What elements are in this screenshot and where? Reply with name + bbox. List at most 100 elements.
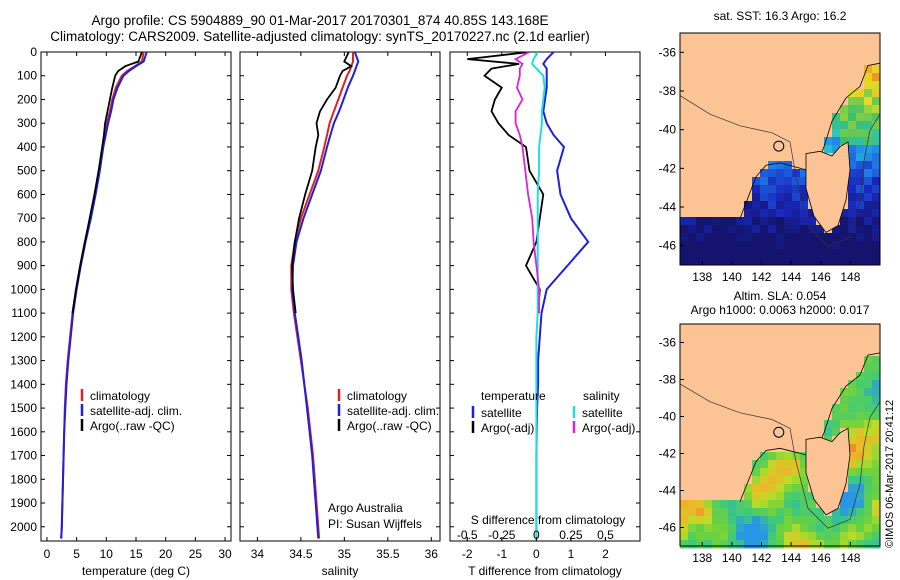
sea-cell: [840, 404, 849, 413]
land-cell: [784, 145, 793, 154]
land-cell: [792, 81, 801, 90]
sea-cell: [800, 452, 809, 461]
land-cell: [720, 65, 729, 74]
land-cell: [832, 57, 841, 66]
land-cell: [696, 388, 705, 397]
sea-cell: [760, 492, 769, 501]
land-cell: [816, 340, 825, 349]
land-cell: [784, 324, 793, 333]
land-cell: [816, 404, 825, 413]
land-cell: [736, 492, 745, 501]
land-cell: [704, 145, 713, 154]
land-cell: [744, 105, 753, 114]
depth-tick-label: 600: [17, 187, 37, 201]
land-cell: [680, 356, 689, 365]
land-cell: [696, 73, 705, 82]
land-cell: [728, 340, 737, 349]
x-tick-label: 34: [251, 547, 265, 561]
land-cell: [784, 332, 793, 341]
land-cell: [832, 81, 841, 90]
land-cell: [696, 332, 705, 341]
land-cell: [800, 380, 809, 389]
sea-cell: [872, 185, 881, 194]
sea-cell: [776, 257, 785, 266]
depth-tick-label: 0: [30, 45, 37, 59]
land-cell: [856, 57, 865, 66]
sea-cell: [864, 137, 873, 146]
sea-cell: [752, 540, 761, 549]
land-cell: [760, 161, 769, 170]
land-cell: [744, 428, 753, 437]
land-cell: [784, 73, 793, 82]
sea-cell: [864, 468, 873, 477]
land-cell: [808, 73, 817, 82]
land-cell: [720, 145, 729, 154]
sea-cell: [840, 508, 849, 517]
sea-cell: [776, 524, 785, 533]
land-cell: [808, 41, 817, 50]
land-cell: [872, 340, 881, 349]
sea-cell: [784, 257, 793, 266]
sea-cell: [864, 532, 873, 541]
sea-cell: [864, 225, 873, 234]
land-cell: [728, 460, 737, 469]
land-cell: [744, 332, 753, 341]
land-cell: [752, 444, 761, 453]
land-cell: [680, 476, 689, 485]
land-cell: [688, 468, 697, 477]
lat-tick-label: -40: [659, 410, 677, 424]
land-cell: [840, 73, 849, 82]
sea-cell: [832, 428, 841, 437]
land-cell: [704, 412, 713, 421]
sea-cell: [688, 233, 697, 242]
sea-cell: [768, 249, 777, 258]
land-cell: [736, 89, 745, 98]
land-cell: [800, 153, 809, 162]
sea-cell: [744, 201, 753, 210]
land-cell: [744, 412, 753, 421]
temperature-panel: 0100200300400500600700800900100011001200…: [10, 45, 232, 578]
land-cell: [720, 484, 729, 493]
sea-cell: [792, 524, 801, 533]
land-cell: [808, 412, 817, 421]
sea-cell: [872, 233, 881, 242]
sea-cell: [848, 241, 857, 250]
sea-cell: [864, 476, 873, 485]
land-cell: [688, 436, 697, 445]
land-cell: [832, 356, 841, 365]
sea-cell: [872, 97, 881, 106]
sea-cell: [744, 241, 753, 250]
sea-cell: [800, 185, 809, 194]
lon-tick-label: 148: [840, 551, 860, 565]
land-cell: [792, 412, 801, 421]
sea-cell: [784, 241, 793, 250]
land-cell: [832, 49, 841, 58]
land-cell: [680, 105, 689, 114]
sea-cell: [760, 193, 769, 202]
sea-cell: [784, 468, 793, 477]
sea-cell: [864, 508, 873, 517]
land-cell: [736, 177, 745, 186]
land-cell: [760, 356, 769, 365]
land-cell: [808, 372, 817, 381]
land-cell: [720, 412, 729, 421]
land-cell: [776, 81, 785, 90]
sea-cell: [704, 524, 713, 533]
lon-tick-label: 144: [781, 270, 801, 284]
land-cell: [704, 193, 713, 202]
sea-cell: [720, 500, 729, 509]
sea-cell: [848, 396, 857, 405]
sea-cell: [744, 257, 753, 266]
land-cell: [760, 145, 769, 154]
land-cell: [680, 41, 689, 50]
shelf-contour: [679, 95, 881, 247]
land-cell: [704, 185, 713, 194]
land-cell: [792, 348, 801, 357]
land-cell: [792, 97, 801, 106]
land-cell: [696, 161, 705, 170]
sea-cell: [848, 404, 857, 413]
land-cell: [704, 364, 713, 373]
sea-cell: [856, 468, 865, 477]
land-cell: [696, 436, 705, 445]
land-cell: [808, 81, 817, 90]
